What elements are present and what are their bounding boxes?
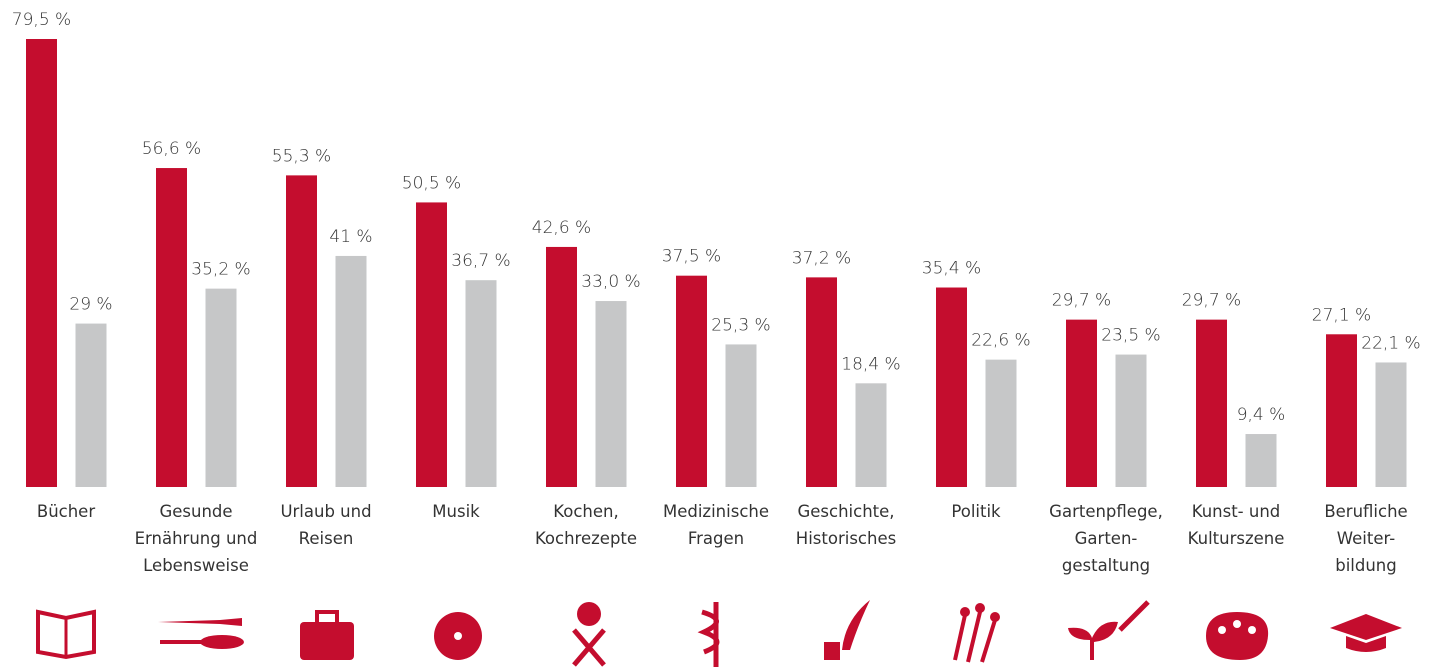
icon-quill	[824, 642, 840, 660]
icon-cap	[1330, 614, 1402, 640]
icon-plant	[1118, 600, 1150, 632]
bar	[985, 359, 1017, 487]
value-label: 18,4 %	[841, 354, 900, 374]
value-label: 37,5 %	[662, 247, 721, 267]
value-label: 22,6 %	[971, 331, 1030, 351]
bar	[75, 323, 107, 487]
value-label: 23,5 %	[1101, 326, 1160, 346]
icon-caduceus	[697, 609, 720, 655]
category-label: Gesunde Ernährung und Lebensweise	[134, 502, 258, 575]
value-label: 55,3 %	[272, 146, 331, 166]
value-label: 33,0 %	[581, 272, 640, 292]
bar	[1115, 354, 1147, 487]
category-label: Politik	[951, 502, 1001, 521]
bar	[26, 39, 57, 487]
value-label: 29,7 %	[1182, 291, 1241, 311]
bar	[676, 275, 707, 487]
value-label: 79,5 %	[12, 10, 71, 30]
category-label: Gartenpflege, Garten- gestaltung	[1049, 502, 1163, 575]
bar	[205, 288, 237, 487]
icon-plant	[1068, 621, 1118, 660]
bar	[725, 344, 757, 487]
icon-palette	[1218, 626, 1226, 634]
bar	[286, 175, 317, 488]
bar	[806, 277, 837, 487]
value-label: 29 %	[69, 295, 112, 315]
value-label: 27,1 %	[1312, 305, 1371, 325]
bar	[595, 301, 627, 487]
value-label: 37,2 %	[792, 248, 851, 268]
category-label: Berufliche Weiter- bildung	[1324, 502, 1408, 575]
bar	[1196, 319, 1227, 487]
icon-cutlery	[200, 635, 244, 649]
icon-palette	[1248, 626, 1256, 634]
value-label: 22,1 %	[1361, 333, 1420, 353]
value-label: 25,3 %	[711, 315, 770, 335]
icon-suitcase	[315, 610, 339, 626]
bar	[546, 246, 577, 487]
icon-palette	[1206, 612, 1269, 660]
icon-chef	[572, 628, 606, 667]
icons	[36, 600, 1402, 667]
bar	[465, 280, 497, 487]
bar	[1375, 362, 1407, 487]
value-label: 29,7 %	[1052, 291, 1111, 311]
icon-microphones	[960, 607, 970, 617]
category-label: Kunst- und Kulturszene	[1187, 502, 1285, 548]
icon-chef	[577, 602, 601, 626]
icon-microphones	[990, 612, 1000, 622]
bar	[1245, 434, 1277, 487]
value-label: 35,2 %	[191, 260, 250, 280]
value-label: 41 %	[329, 227, 372, 247]
bar	[936, 287, 967, 487]
icon-quill	[842, 600, 870, 650]
value-label: 56,6 %	[142, 139, 201, 159]
bar	[416, 202, 447, 487]
bar	[1066, 319, 1097, 487]
icon-disc	[454, 632, 462, 640]
icon-palette	[1233, 620, 1241, 628]
value-label: 36,7 %	[451, 251, 510, 271]
category-label: Geschichte, Historisches	[795, 502, 897, 548]
icon-cap	[1346, 636, 1386, 652]
bar	[156, 168, 187, 487]
value-label: 35,4 %	[922, 259, 981, 279]
value-label: 9,4 %	[1237, 405, 1286, 425]
value-label: 50,5 %	[402, 173, 461, 193]
icon-microphones	[953, 611, 997, 663]
icon-microphones	[975, 603, 985, 613]
category-label: Musik	[432, 502, 480, 521]
category-label: Urlaub und Reisen	[280, 502, 372, 548]
bar	[855, 383, 887, 487]
bar	[1326, 334, 1357, 487]
icon-cutlery	[160, 640, 204, 644]
category-label: Bücher	[36, 502, 96, 521]
icon-cutlery	[158, 618, 242, 626]
category-label: Medizinische Fragen	[662, 502, 769, 548]
bar	[335, 255, 367, 487]
icon-suitcase	[300, 622, 354, 660]
value-label: 42,6 %	[532, 218, 591, 238]
category-label: Kochen, Kochrezepte	[534, 502, 638, 548]
